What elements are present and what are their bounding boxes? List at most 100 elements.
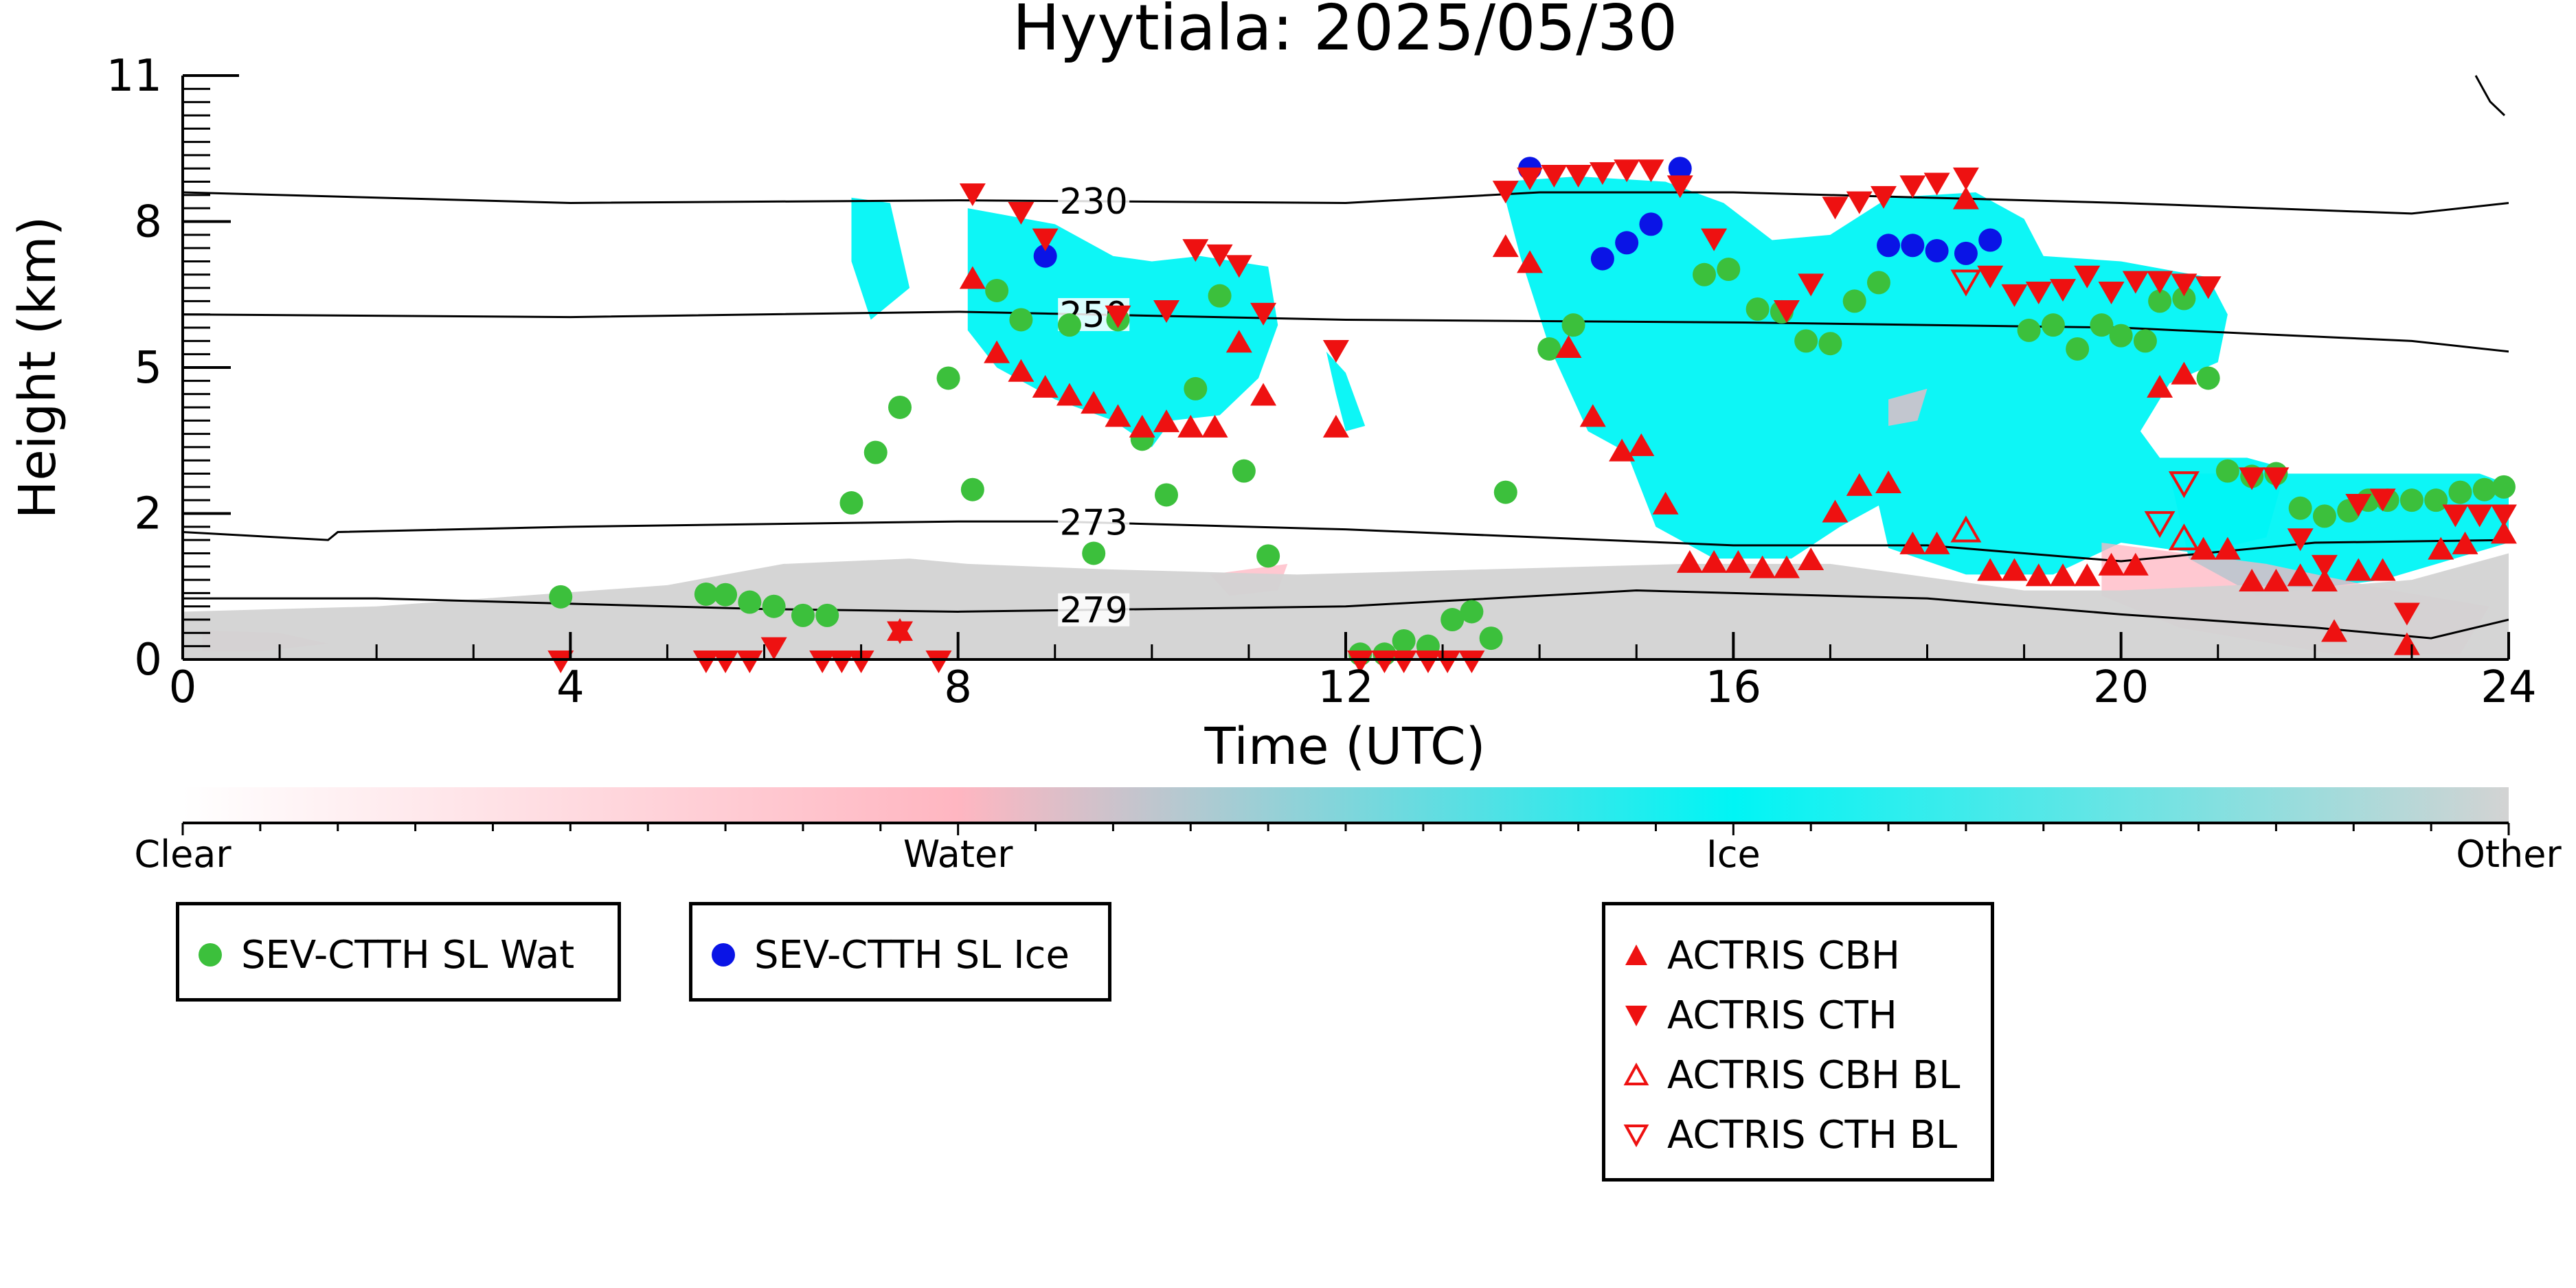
marker-actris-cth [1206,244,1233,267]
x-tick-label: 24 [2481,662,2536,713]
x-tick-label: 4 [556,662,585,713]
contour-label-230: 230 [1060,181,1128,223]
legend-cbh-bl-triangle-up-icon [1605,1061,1667,1089]
legend-label: ACTRIS CTH [1667,993,1897,1038]
marker-sev-ctth-sl-ice [1925,239,1949,262]
marker-actris-cth [1565,164,1592,188]
cloud-region-ice-1 [851,197,910,320]
marker-actris-cbh [2369,558,2396,581]
marker-sev-ctth-sl-wat [2133,329,2157,353]
marker-actris-cth [828,651,855,673]
marker-actris-cth [2287,528,2314,552]
marker-sev-ctth-sl-wat [1184,376,1208,400]
marker-actris-cth [1153,300,1179,323]
marker-actris-cbh [2098,552,2125,576]
marker-sev-ctth-sl-ice [1639,212,1663,236]
marker-sev-ctth-sl-wat [1440,608,1465,632]
marker-actris-cbh [2321,619,2348,642]
marker-sev-ctth-sl-ice [1954,241,1978,265]
marker-actris-cbh [1628,433,1655,456]
marker-actris-cth [1798,273,1824,297]
marker-actris-cth [2098,281,2125,304]
marker-sev-ctth-sl-wat [1256,544,1280,568]
marker-actris-cth [2147,271,2173,294]
colorbar [183,787,2509,822]
marker-sev-ctth-sl-ice [1615,231,1639,255]
marker-actris-cbh [2287,563,2314,587]
marker-actris-cbh [2025,563,2052,587]
marker-actris-cth [1250,302,1277,326]
marker-sev-ctth-sl-wat [2090,313,2114,337]
cloud-region-ice-2 [1326,351,1366,431]
marker-actris-cth [2195,276,2222,300]
marker-sev-ctth-sl-wat [1082,541,1106,565]
legend-label: SEV-CTTH SL Wat [241,932,575,978]
marker-actris-cbh [2122,552,2149,576]
contour-line-230 [183,191,2509,215]
marker-sev-ctth-sl-wat [1392,629,1416,653]
marker-actris-cth [692,651,719,673]
marker-sev-ctth-sl-wat [791,603,815,627]
y-tick-label: 8 [134,197,162,248]
marker-actris-cth [2311,554,2338,578]
series-sev-ctth-sl-wat [549,258,2516,666]
marker-sev-ctth-sl-wat [2288,496,2312,520]
marker-sev-ctth-sl-wat [863,440,888,464]
marker-actris-cbh [1749,555,1776,578]
legend-water-marker-icon [179,941,241,969]
marker-sev-ctth-sl-wat [936,366,960,390]
marker-actris-cbh [1008,359,1035,382]
marker-sev-ctth-sl-wat [2196,366,2220,390]
marker-actris-cth [1105,305,1131,328]
marker-actris-cbh [1105,404,1131,427]
marker-actris-cbh [1846,473,1873,496]
marker-actris-cbh [2074,563,2101,587]
marker-actris-cbh [1177,414,1204,438]
marker-actris-cth [848,651,874,673]
marker-actris-cth [1322,339,1349,363]
marker-actris-cth [2369,488,2396,512]
marker-actris-cbh [1923,531,1950,554]
marker-actris-cbh [1322,414,1349,438]
marker-actris-cbh [1875,471,1902,493]
marker-actris-cbh [1250,383,1277,406]
series-actris-cth [547,159,2517,673]
marker-actris-cth [1434,651,1461,673]
legend-cth-bl-triangle-down-icon [1605,1121,1667,1149]
marker-actris-cth [1492,181,1519,204]
marker-actris-cth [1846,191,1873,214]
marker-sev-ctth-sl-wat [2066,337,2090,361]
marker-actris-cth-bl [1950,269,1982,297]
marker-sev-ctth-sl-wat [714,583,738,607]
marker-actris-cth [760,637,787,660]
marker-actris-cth [1701,228,1728,251]
marker-actris-cth [1414,651,1441,673]
corner-contour-fragment [2474,75,2506,117]
marker-actris-cbh [1701,550,1728,573]
marker-sev-ctth-sl-wat [2312,504,2336,528]
marker-sev-ctth-sl-wat [1009,308,1033,332]
marker-actris-cbh [1899,531,1926,554]
marker-sev-ctth-sl-wat [1537,337,1561,361]
legend-sev-ice: SEV-CTTH SL Ice [689,902,1111,1002]
x-tick-label: 16 [1706,662,1761,713]
marker-actris-cth [2074,265,2101,289]
marker-actris-cbh [959,266,986,289]
marker-actris-cth-bl [2144,511,2176,539]
marker-actris-cth [1589,162,1616,185]
marker-sev-ctth-sl-wat [762,594,786,618]
marker-actris-cbh [2428,536,2454,560]
marker-sev-ctth-sl-ice [1668,157,1692,181]
marker-actris-cbh [1609,438,1636,462]
marker-sev-ctth-sl-wat [1794,329,1818,353]
marker-actris-cth [1952,167,1979,190]
marker-actris-cth [1032,228,1059,251]
marker-sev-ctth-sl-ice [1033,244,1057,268]
marker-sev-ctth-sl-wat [2492,475,2516,499]
marker-actris-cth [1517,167,1544,190]
marker-actris-cbh [1129,414,1155,438]
marker-actris-cbh [2239,568,2266,591]
marker-actris-cth [2345,494,2372,517]
marker-actris-cbh [1517,250,1544,273]
marker-actris-cth [2466,504,2493,528]
